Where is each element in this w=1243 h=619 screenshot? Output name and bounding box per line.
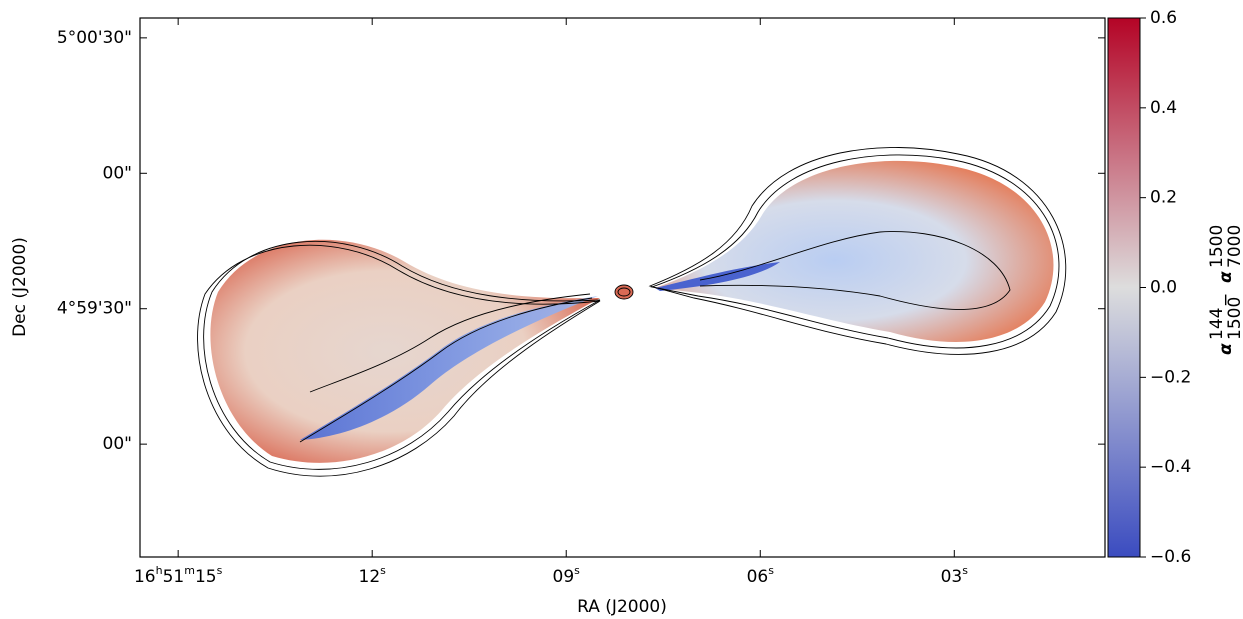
colorbar-tick-label: 0.0: [1150, 278, 1177, 298]
colorbar-tick-label: −0.4: [1150, 457, 1191, 477]
left-lobe: [210, 239, 600, 463]
x-tick-label-number: 12: [359, 567, 381, 587]
x-tick-label-unit: s: [962, 564, 968, 577]
y-axis-label: Dec (J2000): [10, 237, 30, 337]
y-tick-label: 4°59'30": [57, 299, 132, 319]
core: [614, 284, 634, 300]
x-tick-label-unit: s: [217, 564, 223, 577]
y-tick-label: 00": [103, 434, 132, 454]
colorbar-tick-label: 0.4: [1150, 98, 1177, 118]
y-tick-label: 5°00'30": [57, 28, 132, 48]
x-tick-label-unit: s: [768, 564, 774, 577]
colorbar-label-sup: 144: [1207, 308, 1227, 340]
colorbar: [1107, 17, 1141, 558]
x-tick-label: 03s: [941, 564, 969, 587]
contour: [203, 240, 601, 470]
x-tick-label-unit: s: [574, 564, 580, 577]
x-tick-label: 06s: [747, 564, 775, 587]
colorbar-label-symbol: α: [1216, 271, 1236, 283]
x-tick-label-unit: h: [156, 564, 163, 577]
contour: [299, 297, 593, 443]
x-tick-label-number: 16: [134, 567, 156, 587]
core-contour: [617, 287, 631, 297]
colorbar-label-sup: 1500: [1207, 225, 1227, 268]
colorbar-label-sub: 7000: [1225, 225, 1243, 268]
contour: [309, 293, 591, 393]
x-tick-label-number: 09: [553, 567, 575, 587]
contour: [650, 154, 1060, 349]
x-tick-label: 16h51m15s: [134, 564, 223, 587]
colorbar-label-sub: 1500: [1225, 297, 1243, 340]
colorbar-tick-label: −0.6: [1150, 547, 1191, 567]
radio-galaxy: [197, 147, 1067, 477]
left-jet: [300, 296, 598, 440]
x-tick-label-number: 03: [941, 567, 963, 587]
x-tick-label-number: 51: [163, 567, 185, 587]
y-tick-label: 00": [103, 163, 132, 183]
contour: [699, 231, 1011, 310]
x-tick-label: 09s: [553, 564, 581, 587]
colorbar-tick-label: 0.6: [1150, 8, 1177, 28]
colorbar-label-symbol: α: [1216, 343, 1236, 355]
x-tick-label-unit: m: [184, 564, 195, 577]
x-tick-label-number: 06: [747, 567, 769, 587]
contour: [197, 244, 601, 477]
contour: [648, 147, 1067, 355]
x-tick-label: 12s: [359, 564, 387, 587]
x-tick-label-number: 15: [195, 567, 217, 587]
x-tick-label-unit: s: [380, 564, 386, 577]
right-lobe: [655, 160, 1054, 342]
colorbar-tick-label: 0.2: [1150, 188, 1177, 208]
colorbar-label-operator: −: [1216, 293, 1236, 307]
colorbar-tick-label: −0.2: [1150, 367, 1191, 387]
x-axis-label: RA (J2000): [577, 597, 667, 617]
plot-frame: [139, 17, 1106, 558]
